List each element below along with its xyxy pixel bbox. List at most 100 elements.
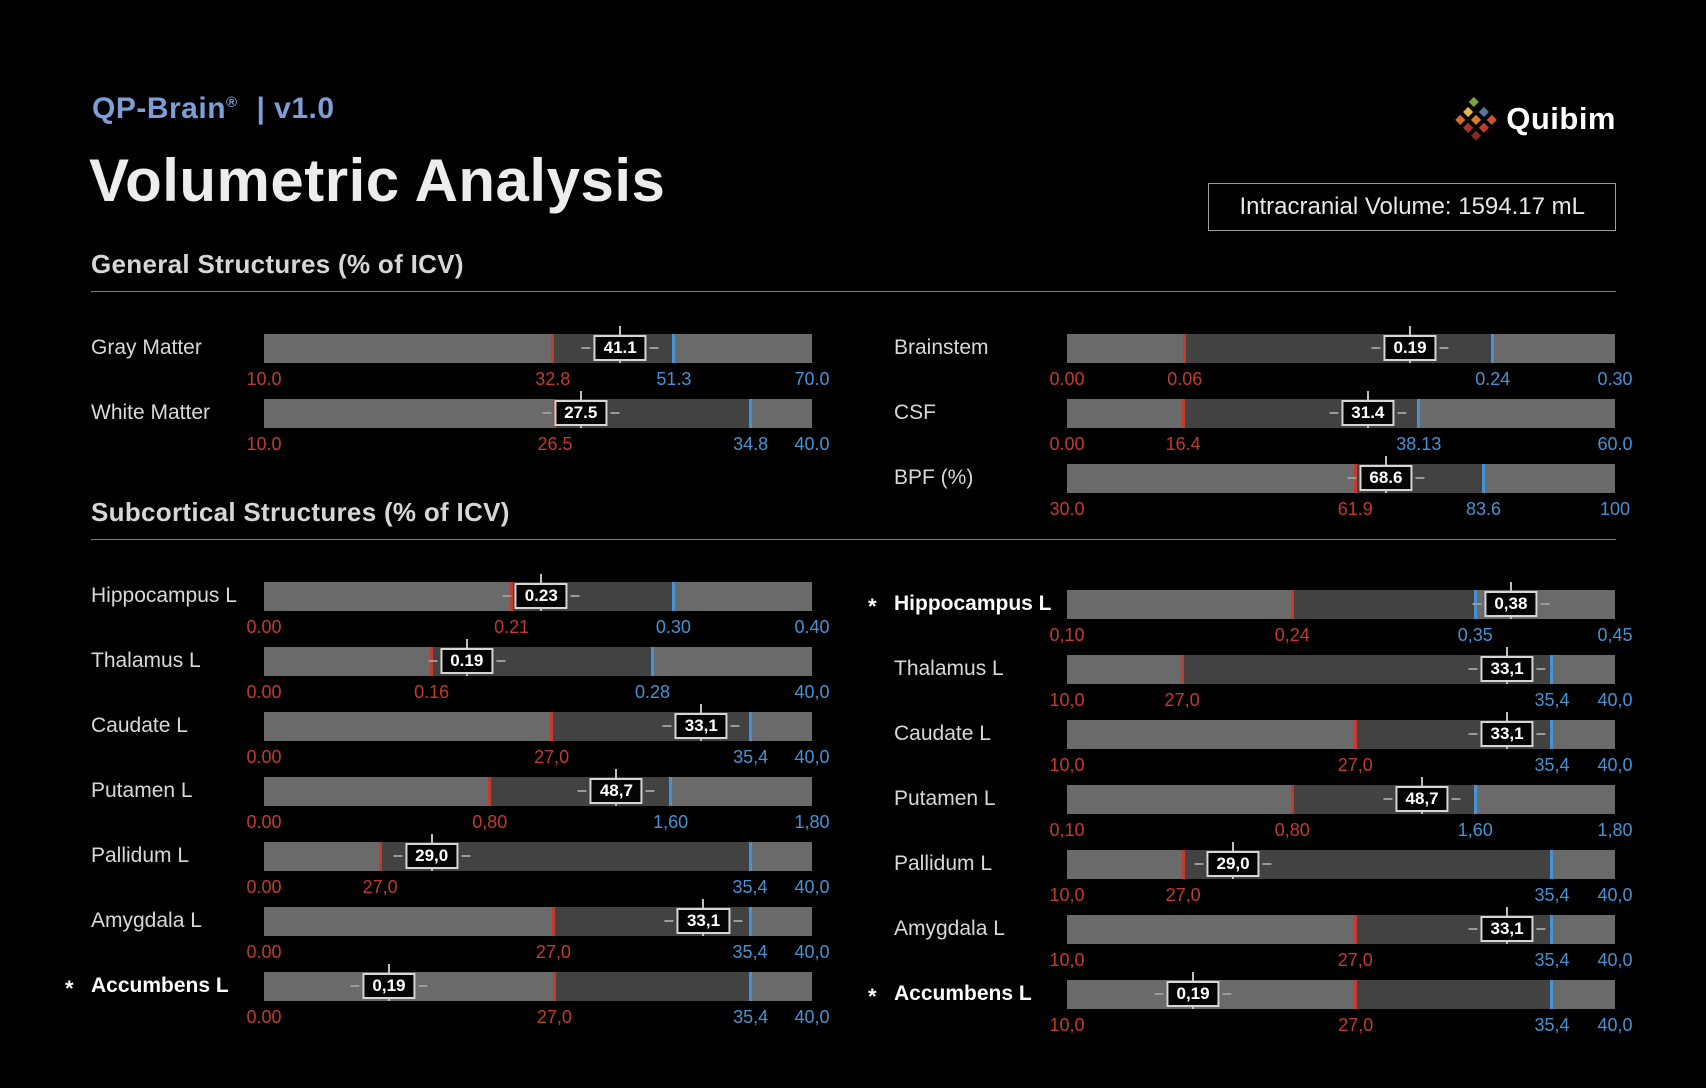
range-bar: 29,0 (264, 833, 812, 871)
row-label-text: Gray Matter (91, 336, 202, 360)
tick-label: 26.5 (537, 433, 573, 454)
tick-label: 27,0 (1338, 1014, 1374, 1035)
value-label: 33,1 (664, 908, 743, 935)
upper-limit-line (1550, 849, 1554, 879)
tick-label: 0.40 (794, 616, 830, 637)
value-label: 48,7 (577, 778, 656, 805)
tick-label: 0.00 (246, 616, 282, 637)
value-label: 33,1 (1468, 721, 1546, 748)
value-label: 48,7 (1383, 786, 1461, 813)
axis-ticks: 0.00 27,0 35,4 40,0 (246, 1007, 829, 1029)
upper-limit-line (749, 398, 753, 428)
lower-limit-line (378, 841, 382, 871)
row-label-text: Brainstem (894, 336, 989, 360)
column-0: Gray Matter 41.1 10.0 32.8 51.3 70.0 White Mat… (91, 325, 830, 529)
row-label-text: Amygdala L (894, 917, 1005, 941)
upper-limit-line (749, 711, 753, 741)
axis-ticks: 30.0 61.9 83.6 100 (1049, 499, 1630, 521)
range-bar: 33,1 (1067, 711, 1615, 749)
chart-row: * Accumbens L 0,19 10,0 27,0 35,4 40,0 (868, 971, 1633, 1045)
axis-ticks: 10,0 27,0 35,4 40,0 (1049, 949, 1632, 972)
tick-label: 100 (1599, 498, 1631, 519)
row-label-text: BPF (%) (894, 466, 974, 490)
tick-label: 40,0 (1597, 949, 1633, 970)
quibim-diamond-mosaic-icon (1455, 96, 1498, 141)
upper-limit-line (1491, 333, 1495, 363)
lower-limit-line (1181, 849, 1185, 879)
column-1: * Hippocampus L 0,38 0,10 0,24 0,35 0,45 Thalam… (868, 581, 1633, 1045)
normal-range-band (554, 971, 751, 1001)
tick-label: 35,4 (1534, 754, 1570, 775)
section-1: Subcortical Structures (% of ICV) Hippoca… (65, 497, 1633, 1045)
chart-row: Amygdala L 33,1 0.00 27,0 35,4 40,0 (91, 898, 830, 972)
logo-diamond (1463, 106, 1474, 118)
tick-label: 35,4 (1534, 949, 1570, 970)
chart-row: Putamen L 48,7 0.00 0,80 1,60 1,80 (91, 768, 830, 842)
row-label: Pallidum L (894, 850, 1064, 879)
upper-limit-line (1550, 719, 1554, 749)
upper-limit-line (651, 646, 655, 676)
tick-label: 30.0 (1049, 498, 1085, 519)
tick-label: 35,4 (1534, 689, 1570, 710)
section-divider (91, 538, 1616, 540)
tick-label: 35,4 (1534, 1014, 1570, 1035)
quibim-logo: Quibim (1455, 96, 1616, 142)
tick-label: 1,80 (794, 811, 830, 832)
tick-label: 40,0 (794, 941, 830, 962)
upper-limit-line (1550, 979, 1554, 1009)
chart-row: BPF (%) 68.6 30.0 61.9 83.6 100 (894, 455, 1630, 529)
value-label: 0,19 (1154, 981, 1232, 1008)
row-label-text: CSF (894, 401, 936, 425)
axis-ticks: 0.00 27,0 35,4 40,0 (246, 747, 829, 769)
registered-mark: ® (226, 94, 238, 111)
logo-diamond (1479, 122, 1490, 133)
axis-ticks: 0.00 16.4 38.13 60.0 (1049, 434, 1632, 456)
chart-row: Caudate L 33,1 10,0 27,0 35,4 40,0 (894, 711, 1633, 785)
tick-label: 10.0 (246, 368, 282, 389)
row-label-text: Thalamus L (894, 657, 1004, 681)
range-bar: 31.4 (1067, 390, 1615, 428)
column-0: Hippocampus L 0.23 0.00 0.21 0.30 0.40 Thalamu… (65, 573, 830, 1045)
value-label: 29,0 (393, 843, 471, 870)
tick-label: 27,0 (535, 941, 571, 962)
row-label-text: Putamen L (894, 787, 996, 811)
row-label: Putamen L (91, 777, 261, 806)
range-bar: 33,1 (264, 898, 812, 936)
tick-label: 0.21 (494, 616, 530, 637)
tick-label: 40,0 (794, 876, 830, 897)
lower-limit-line (551, 906, 555, 936)
tick-label: 51.3 (656, 368, 692, 389)
axis-ticks: 10,0 27,0 35,4 40,0 (1049, 754, 1632, 777)
chart-row: * Accumbens L 0,19 0.00 27,0 35,4 40,0 (65, 963, 830, 1037)
tick-label: 60.0 (1597, 433, 1633, 454)
out-of-range-asterisk: * (868, 593, 877, 619)
tick-label: 70.0 (794, 368, 830, 389)
section-heading: General Structures (% of ICV) (91, 249, 464, 279)
chart-row: White Matter 27.5 10.0 26.5 34.8 40.0 (91, 390, 830, 464)
lower-limit-line (1290, 784, 1294, 814)
tick-label: 0.00 (246, 811, 282, 832)
range-bar: 0,19 (1067, 971, 1615, 1009)
row-label: White Matter (91, 399, 261, 428)
axis-ticks: 10,0 27,0 35,4 40,0 (1049, 689, 1632, 712)
axis-ticks: 0,10 0,24 0,35 0,45 (1049, 625, 1632, 647)
tick-label: 0.24 (1475, 368, 1511, 389)
upper-limit-line (672, 333, 676, 363)
row-label: Thalamus L (894, 655, 1064, 684)
range-bar: 27.5 (264, 390, 812, 428)
tick-label: 0.00 (246, 876, 282, 897)
tick-label: 27,0 (1165, 884, 1201, 905)
tick-label: 10.0 (246, 433, 282, 454)
tick-label: 10,0 (1049, 1014, 1085, 1035)
row-label: * Accumbens L (868, 980, 1064, 1009)
upper-limit-line (1417, 398, 1421, 428)
page-title: Volumetric Analysis (89, 147, 666, 214)
row-label-text: Thalamus L (91, 649, 201, 673)
row-label-text: Pallidum L (894, 852, 993, 876)
tick-label: 0.00 (246, 746, 282, 767)
lower-limit-line (1354, 979, 1358, 1009)
section-columns: Gray Matter 41.1 10.0 32.8 51.3 70.0 White Mat… (91, 325, 1633, 529)
row-label-text: Hippocampus L (894, 592, 1052, 616)
upper-limit-line (1481, 463, 1485, 493)
lower-limit-line (550, 711, 554, 741)
